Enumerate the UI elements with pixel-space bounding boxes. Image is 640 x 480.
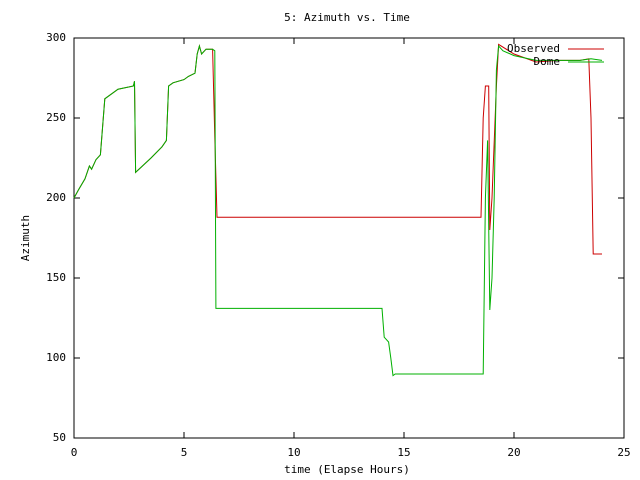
x-tick-label: 15 <box>397 446 410 459</box>
series-line <box>73 44 603 377</box>
y-tick-label: 300 <box>46 31 66 44</box>
x-tick-label: 25 <box>617 446 630 459</box>
y-axis-label: Azimuth <box>19 215 32 261</box>
x-tick-label: 5 <box>181 446 188 459</box>
legend-label: Dome <box>534 55 561 68</box>
y-tick-label: 100 <box>46 351 66 364</box>
x-tick-label: 10 <box>287 446 300 459</box>
legend-label: Observed <box>507 42 560 55</box>
y-tick-label: 250 <box>46 111 66 124</box>
y-tick-label: 200 <box>46 191 66 204</box>
x-axis-label: time (Elapse Hours) <box>284 463 410 476</box>
y-tick-label: 50 <box>53 431 66 444</box>
plot-frame <box>73 37 625 439</box>
chart-title: 5: Azimuth vs. Time <box>284 11 410 24</box>
x-tick-label: 0 <box>71 446 78 459</box>
y-tick-label: 150 <box>46 271 66 284</box>
x-tick-label: 20 <box>507 446 520 459</box>
